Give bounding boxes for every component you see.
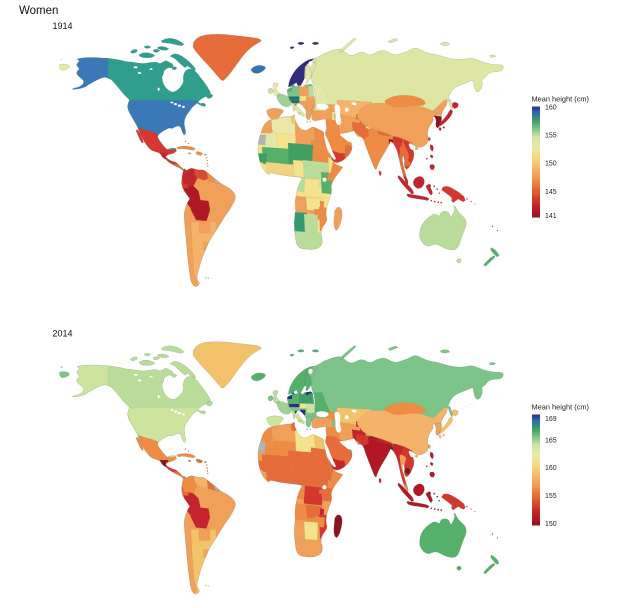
svg-text:2014: 2014 <box>53 329 73 339</box>
svg-text:150: 150 <box>545 521 557 528</box>
svg-text:Mean height (cm): Mean height (cm) <box>532 403 590 412</box>
svg-text:165: 165 <box>545 437 557 444</box>
svg-text:Mean height (cm): Mean height (cm) <box>532 95 590 104</box>
svg-text:155: 155 <box>545 132 557 139</box>
svg-text:145: 145 <box>545 189 557 196</box>
svg-text:150: 150 <box>545 161 557 168</box>
svg-text:155: 155 <box>545 493 557 500</box>
svg-text:141: 141 <box>545 213 557 220</box>
svg-text:160: 160 <box>545 104 557 111</box>
svg-text:160: 160 <box>545 465 557 472</box>
svg-text:169: 169 <box>545 416 557 423</box>
svg-text:1914: 1914 <box>53 21 73 31</box>
svg-text:Women: Women <box>19 5 58 17</box>
